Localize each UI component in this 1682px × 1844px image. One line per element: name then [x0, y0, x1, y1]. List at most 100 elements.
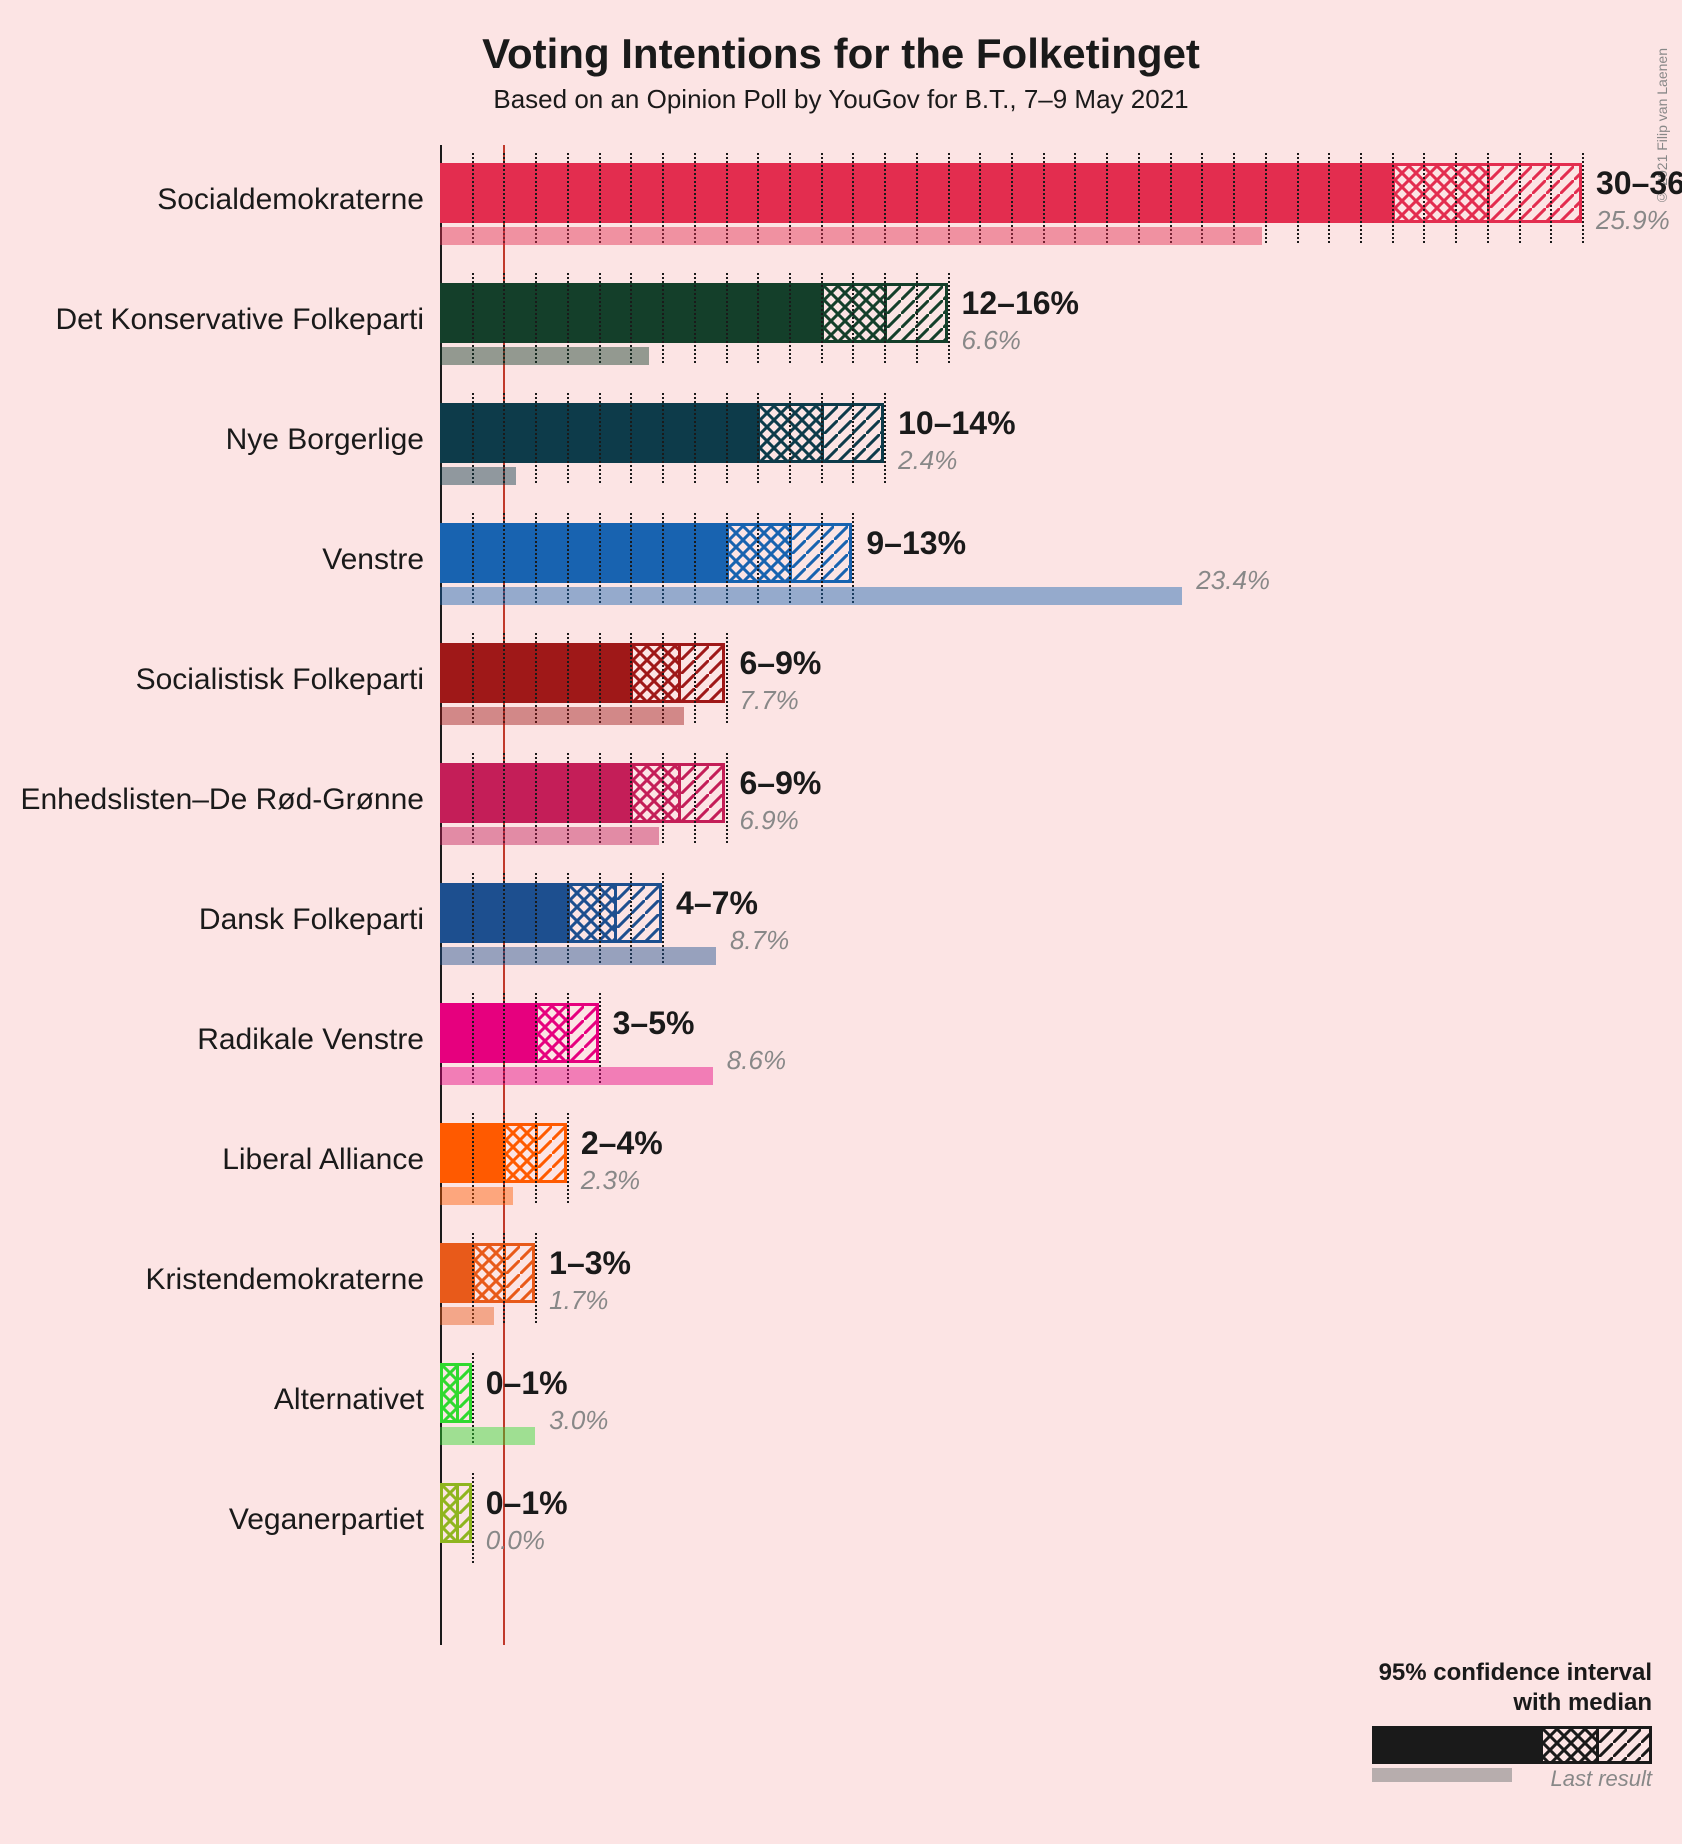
- range-label: 30–36%: [1596, 165, 1682, 202]
- chart-row: Radikale Venstre3–5%8.6%: [440, 993, 1642, 1113]
- bar-last-result: [440, 1427, 535, 1445]
- grid-tick: [694, 273, 696, 363]
- legend-title: 95% confidence interval with median: [1332, 1658, 1652, 1718]
- legend-ci-lower: [1543, 1729, 1596, 1761]
- bar-last-result: [440, 227, 1262, 245]
- bar-solid: [440, 523, 726, 583]
- grid-tick: [535, 1113, 537, 1203]
- last-result-label: 8.6%: [727, 1045, 786, 1076]
- grid-tick: [884, 393, 886, 483]
- bar-ci-upper: [503, 1246, 532, 1300]
- bar-solid: [440, 1003, 535, 1063]
- bar-ci-upper: [678, 646, 723, 700]
- bar-ci-lower: [506, 1126, 535, 1180]
- grid-tick: [726, 273, 728, 363]
- grid-tick: [1360, 153, 1362, 243]
- grid-tick: [1455, 153, 1457, 243]
- grid-tick: [535, 1233, 537, 1323]
- legend-ci-upper: [1596, 1729, 1649, 1761]
- grid-tick: [599, 393, 601, 483]
- chart-subtitle: Based on an Opinion Poll by YouGov for B…: [0, 84, 1682, 115]
- bar-ci-upper: [821, 406, 881, 460]
- legend: 95% confidence interval with median Last…: [1332, 1658, 1652, 1764]
- grid-tick: [567, 1113, 569, 1203]
- grid-tick: [1328, 153, 1330, 243]
- bar-confidence-interval: [567, 883, 662, 943]
- party-label: Veganerpartiet: [229, 1503, 424, 1537]
- chart-title: Voting Intentions for the Folketinget: [0, 30, 1682, 78]
- bar-ci-upper: [456, 1366, 469, 1420]
- grid-tick: [948, 273, 950, 363]
- last-result-label: 6.6%: [962, 325, 1021, 356]
- party-label: Socialdemokraterne: [157, 183, 424, 217]
- chart-row: Kristendemokraterne1–3%1.7%: [440, 1233, 1642, 1353]
- grid-tick: [1297, 153, 1299, 243]
- bar-ci-lower: [633, 766, 678, 820]
- bar-last-result: [440, 587, 1182, 605]
- bar-last-result: [440, 467, 516, 485]
- grid-tick: [694, 753, 696, 843]
- chart-row: Venstre9–13%23.4%: [440, 513, 1642, 633]
- party-label: Liberal Alliance: [222, 1143, 424, 1177]
- bar-ci-lower: [633, 646, 678, 700]
- chart-row: Nye Borgerlige10–14%2.4%: [440, 393, 1642, 513]
- bar-ci-lower: [570, 886, 615, 940]
- legend-bar: Last result: [1372, 1726, 1652, 1764]
- bar-ci-upper: [678, 766, 723, 820]
- bar-ci-upper: [884, 286, 944, 340]
- grid-tick: [1550, 153, 1552, 243]
- last-result-label: 0.0%: [486, 1525, 545, 1556]
- grid-tick: [1582, 153, 1584, 243]
- grid-tick: [694, 633, 696, 723]
- bar-chart: Socialdemokraterne30–36%25.9%Det Konserv…: [440, 145, 1582, 1705]
- bar-solid: [440, 1243, 472, 1303]
- range-label: 0–1%: [486, 1485, 568, 1522]
- grid-tick: [1423, 153, 1425, 243]
- party-label: Alternativet: [274, 1383, 424, 1417]
- grid-tick: [757, 393, 759, 483]
- grid-tick: [630, 393, 632, 483]
- grid-tick: [789, 273, 791, 363]
- range-label: 9–13%: [866, 525, 966, 562]
- grid-tick: [852, 273, 854, 363]
- bar-ci-lower: [1395, 166, 1487, 220]
- last-result-label: 3.0%: [549, 1405, 608, 1436]
- grid-tick: [789, 393, 791, 483]
- bar-last-result: [440, 1067, 713, 1085]
- last-result-label: 6.9%: [740, 805, 799, 836]
- range-label: 4–7%: [676, 885, 758, 922]
- grid-tick: [1265, 153, 1267, 243]
- grid-tick: [726, 753, 728, 843]
- grid-tick: [726, 633, 728, 723]
- grid-tick: [821, 393, 823, 483]
- last-result-label: 7.7%: [740, 685, 799, 716]
- bar-confidence-interval: [630, 763, 725, 823]
- bar-ci-upper: [456, 1486, 469, 1540]
- party-label: Nye Borgerlige: [226, 423, 424, 457]
- legend-bar-ci: [1540, 1726, 1652, 1764]
- grid-tick: [852, 393, 854, 483]
- grid-tick: [916, 273, 918, 363]
- bar-last-result: [440, 947, 716, 965]
- chart-row: Dansk Folkeparti4–7%8.7%: [440, 873, 1642, 993]
- bar-last-result: [440, 827, 659, 845]
- grid-tick: [662, 393, 664, 483]
- bar-confidence-interval: [630, 643, 725, 703]
- bar-ci-upper: [567, 1006, 596, 1060]
- party-label: Dansk Folkeparti: [199, 903, 424, 937]
- range-label: 0–1%: [486, 1365, 568, 1402]
- grid-tick: [757, 273, 759, 363]
- last-result-label: 8.7%: [730, 925, 789, 956]
- range-label: 1–3%: [549, 1245, 631, 1282]
- grid-tick: [1487, 153, 1489, 243]
- grid-tick: [503, 1233, 505, 1323]
- grid-tick: [821, 273, 823, 363]
- grid-tick: [535, 393, 537, 483]
- bar-last-result: [440, 1187, 513, 1205]
- grid-tick: [662, 273, 664, 363]
- bar-ci-lower: [475, 1246, 504, 1300]
- last-result-label: 2.3%: [581, 1165, 640, 1196]
- bar-ci-lower: [443, 1366, 456, 1420]
- bar-ci-upper: [789, 526, 849, 580]
- range-label: 2–4%: [581, 1125, 663, 1162]
